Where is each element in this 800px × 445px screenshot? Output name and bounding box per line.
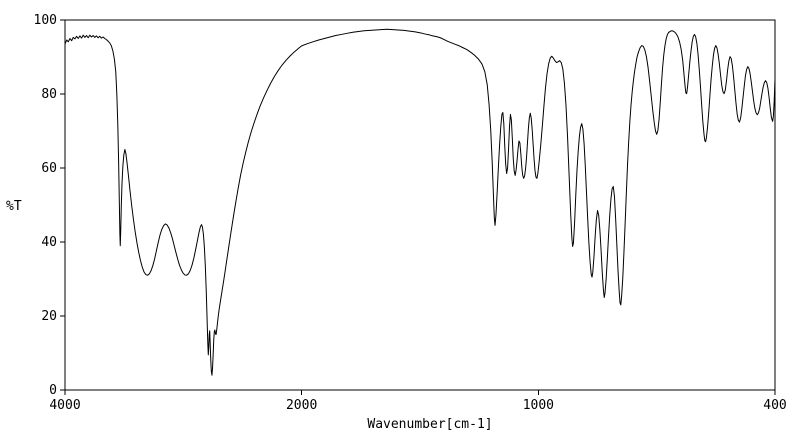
x-tick-label: 4000 <box>49 398 80 413</box>
y-axis-label: %T <box>6 199 22 214</box>
x-tick-label: 1000 <box>523 398 554 413</box>
y-tick-label: 80 <box>41 87 57 102</box>
spectrum-trace <box>64 28 776 376</box>
y-tick-label: 40 <box>41 235 57 250</box>
x-tick-label: 400 <box>763 398 786 413</box>
x-tick-label: 2000 <box>286 398 317 413</box>
y-axis-ticks: 0 20 40 60 80 100 <box>34 13 65 398</box>
y-tick-label: 0 <box>49 383 57 398</box>
y-tick-label: 100 <box>34 13 57 28</box>
plot-frame <box>64 19 776 391</box>
x-axis-ticks: 4000 2000 1000 400 <box>49 390 787 413</box>
y-tick-label: 60 <box>41 161 57 176</box>
y-tick-label: 20 <box>41 309 57 324</box>
x-axis-label: Wavenumber[cm-1] <box>367 417 492 432</box>
